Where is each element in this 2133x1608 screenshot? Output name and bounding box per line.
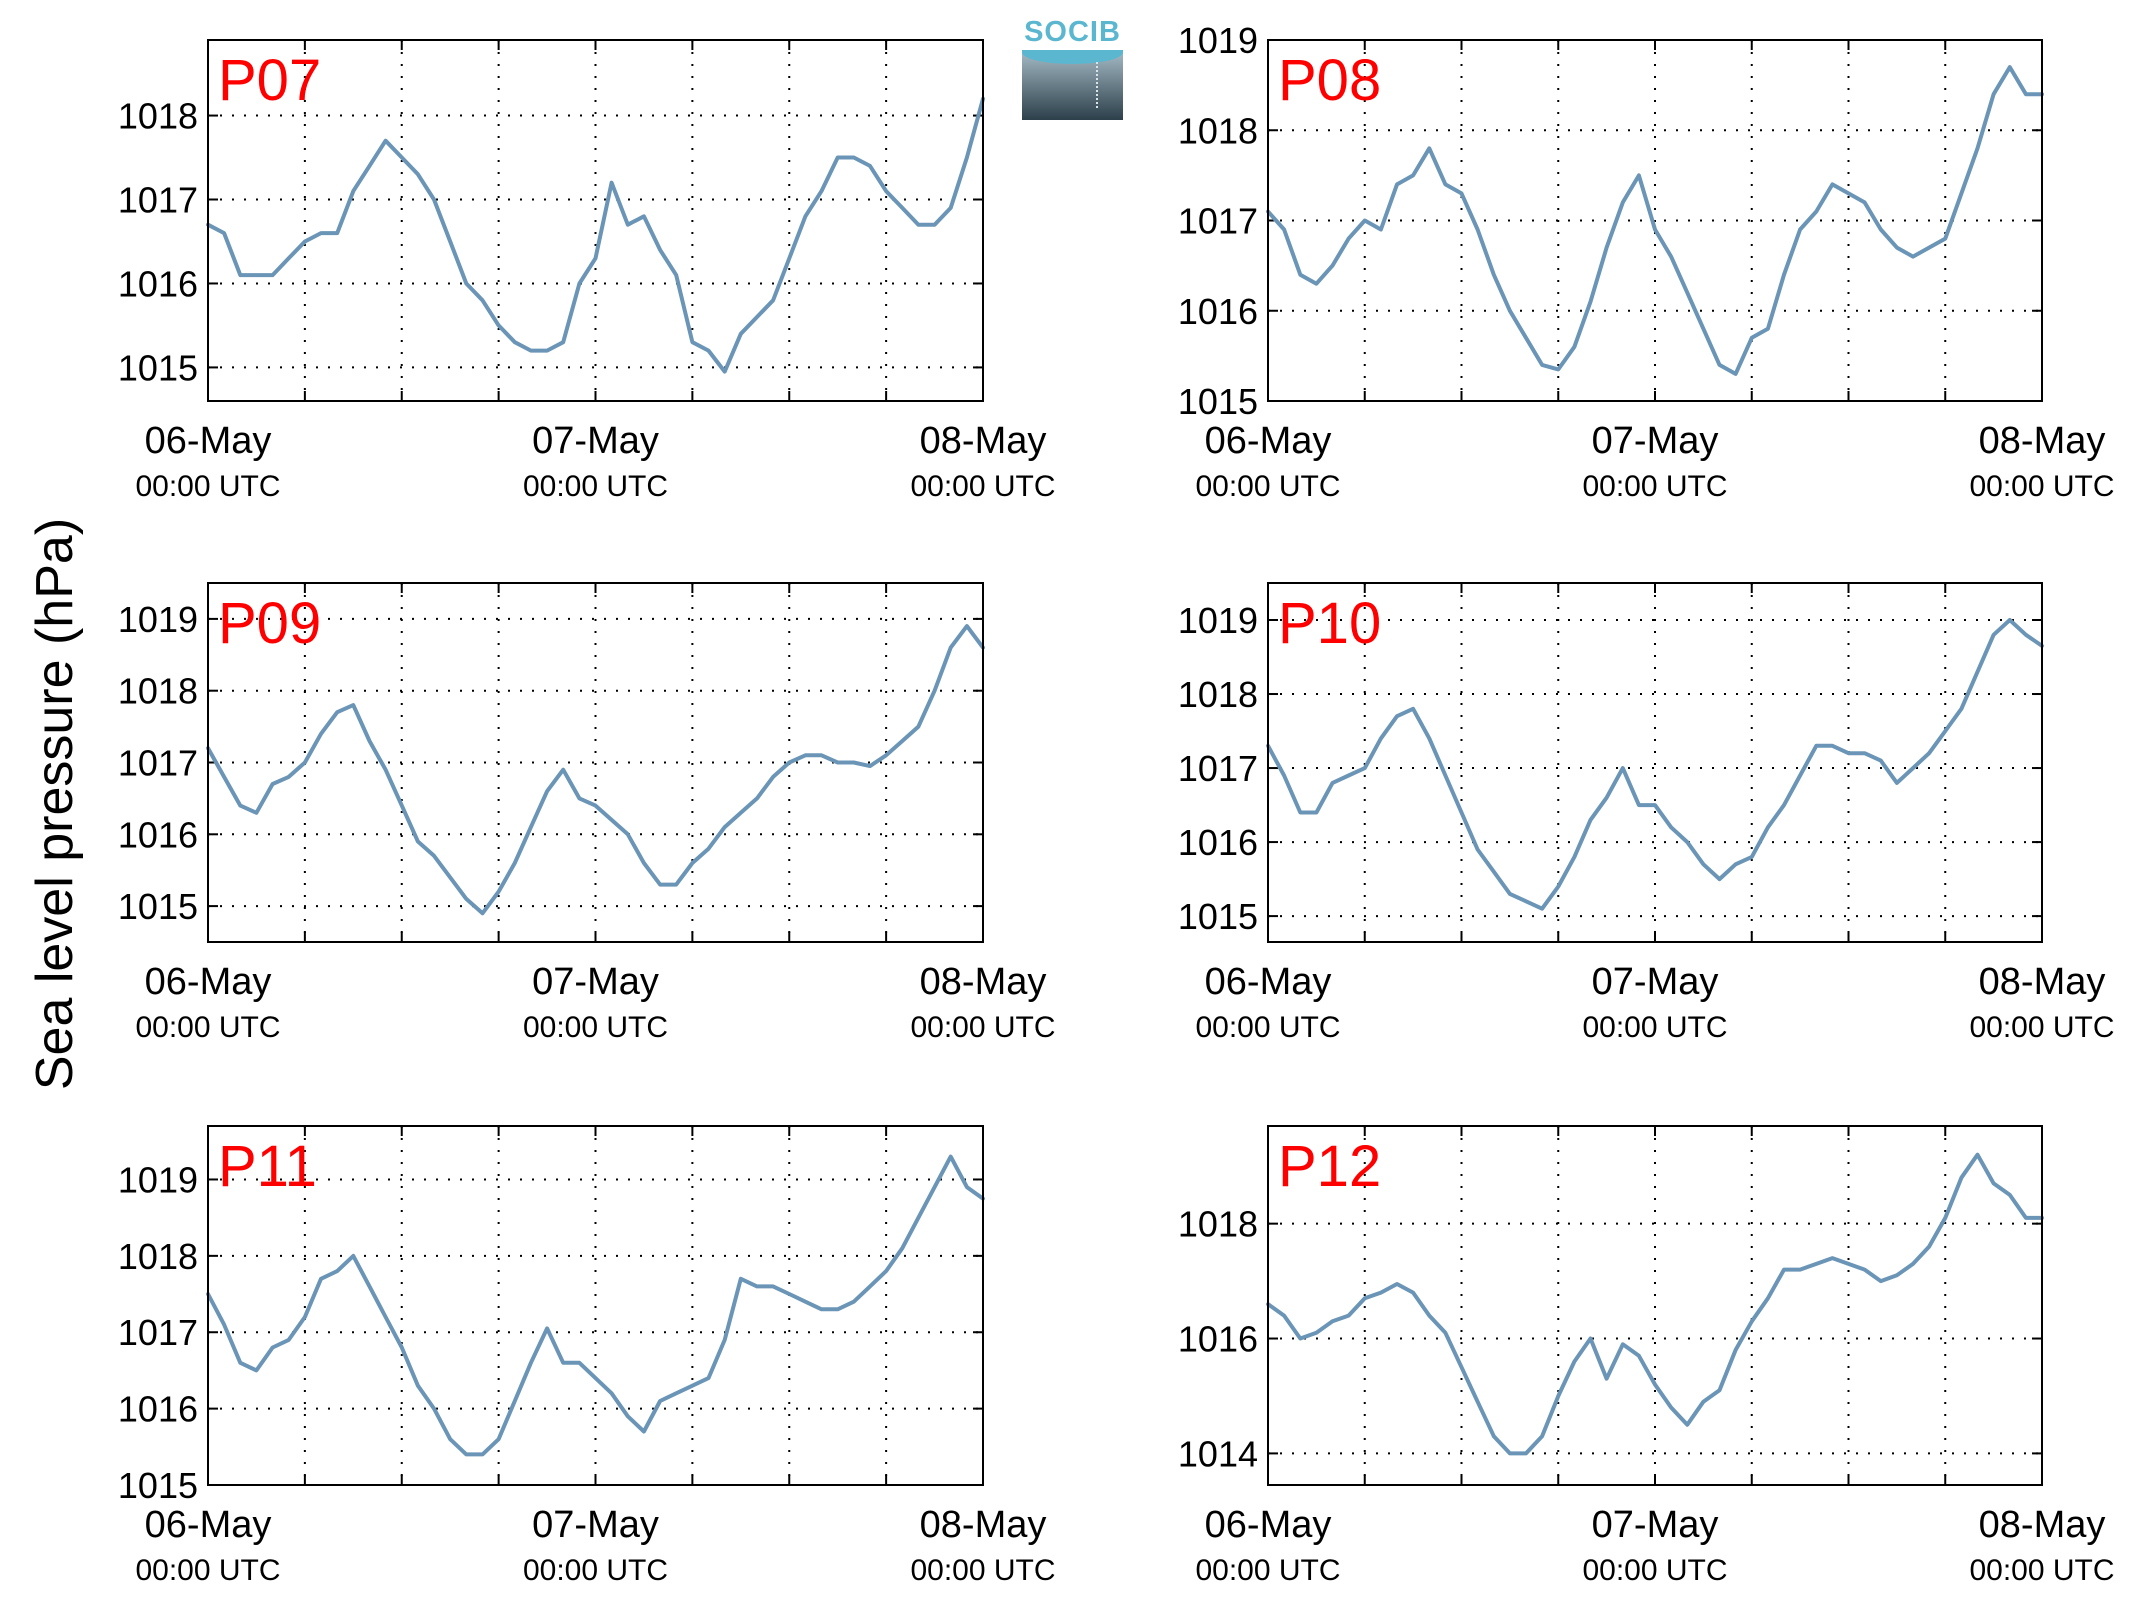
panel-p08: 1015 1016 1017 1018 1019 06-May 00:00 UTC 07-Ma… xyxy=(1178,20,2115,503)
x-tick-label-time: 00:00 UTC xyxy=(1195,470,1340,503)
panel-p09: 1015 1016 1017 1018 1019 06-May 00:00 UTC 07-Ma… xyxy=(118,582,1056,1044)
panel-p10: 1015 1016 1017 1018 1019 06-May 00:00 UTC 07-Ma… xyxy=(1178,582,2115,1044)
x-tick-label-time: 00:00 UTC xyxy=(135,470,280,503)
x-tick-label-date: 06-May xyxy=(1205,961,1332,1003)
x-tick-label-time: 00:00 UTC xyxy=(1969,1011,2114,1044)
series-line xyxy=(206,624,985,916)
axes-frame xyxy=(1267,1125,2043,1486)
x-tick-label-time: 00:00 UTC xyxy=(1195,1554,1340,1587)
y-tick-label: 1019 xyxy=(118,1159,198,1200)
x-tick-label-time: 00:00 UTC xyxy=(1195,1011,1340,1044)
y-tick-label: 1018 xyxy=(1178,110,1258,151)
panel-label: P10 xyxy=(1278,591,1381,656)
y-tick-label: 1018 xyxy=(1178,674,1258,715)
y-tick-label: 1015 xyxy=(1178,381,1258,422)
panel-label: P08 xyxy=(1278,48,1381,113)
axes-frame xyxy=(1267,582,2043,943)
y-axis-label-text: Sea level pressure (hPa) xyxy=(26,517,84,1091)
y-tick-label: 1014 xyxy=(1178,1433,1258,1474)
y-tick-label: 1016 xyxy=(1178,822,1258,863)
series-line xyxy=(1266,1152,2044,1456)
y-tick-label: 1018 xyxy=(118,671,198,712)
x-tick-label-date: 08-May xyxy=(920,1504,1047,1546)
x-tick-label-date: 08-May xyxy=(1979,420,2106,462)
x-tick-label-date: 08-May xyxy=(920,420,1047,462)
axes-frame xyxy=(207,582,984,943)
x-tick-label-date: 06-May xyxy=(145,961,272,1003)
y-tick-label: 1016 xyxy=(118,263,198,304)
y-tick-label: 1016 xyxy=(1178,291,1258,332)
y-tick-label: 1016 xyxy=(118,1389,198,1430)
x-tick-label-date: 07-May xyxy=(1592,420,1719,462)
panel-p11: 1015 1016 1017 1018 1019 06-May 00:00 UTC 07-Ma… xyxy=(118,1125,1056,1587)
x-tick-label-time: 00:00 UTC xyxy=(523,1011,668,1044)
y-tick-label: 1017 xyxy=(1178,748,1258,789)
x-tick-label-time: 00:00 UTC xyxy=(910,1011,1055,1044)
x-tick-label-date: 06-May xyxy=(145,420,272,462)
y-tick-label: 1017 xyxy=(118,1312,198,1353)
series-line xyxy=(206,96,985,374)
x-tick-label-date: 08-May xyxy=(1979,961,2106,1003)
y-tick-label: 1017 xyxy=(1178,201,1258,242)
socib-logo: SOCIB xyxy=(1022,16,1123,120)
y-tick-label: 1015 xyxy=(118,1465,198,1506)
y-tick-label: 1015 xyxy=(118,347,198,388)
y-tick-label: 1017 xyxy=(118,180,198,221)
y-tick-label: 1016 xyxy=(1178,1319,1258,1360)
panel-p12: 1014 1016 1018 06-May 00:00 UTC 07-May 00:00 U… xyxy=(1178,1125,2115,1587)
series-line xyxy=(206,1154,985,1457)
x-tick-label-time: 00:00 UTC xyxy=(1969,1554,2114,1587)
y-tick-label: 1018 xyxy=(118,1236,198,1277)
x-tick-label-time: 00:00 UTC xyxy=(523,1554,668,1587)
axes-frame xyxy=(207,1125,984,1486)
x-tick-label-time: 00:00 UTC xyxy=(135,1554,280,1587)
panel-label: P12 xyxy=(1278,1134,1381,1199)
x-tick-label-date: 06-May xyxy=(1205,420,1332,462)
y-tick-label: 1015 xyxy=(1178,896,1258,937)
panel-label: P11 xyxy=(218,1134,317,1199)
logo-wave-icon xyxy=(1022,50,1123,120)
panel-p07: 1015 1016 1017 1018 06-May 00:00 UTC 07-May 00:… xyxy=(118,39,1056,503)
axes-frame xyxy=(207,39,984,402)
logo-text: SOCIB xyxy=(1024,16,1121,48)
shared-y-axis-label: Sea level pressure (hPa) xyxy=(10,0,100,1608)
x-tick-label-time: 00:00 UTC xyxy=(910,1554,1055,1587)
x-tick-label-time: 00:00 UTC xyxy=(523,470,668,503)
series-line xyxy=(1266,65,2044,376)
panel-label: P07 xyxy=(218,48,321,113)
x-tick-label-date: 07-May xyxy=(532,1504,659,1546)
y-tick-label: 1019 xyxy=(1178,600,1258,641)
x-tick-label-date: 08-May xyxy=(920,961,1047,1003)
x-tick-label-date: 07-May xyxy=(532,420,659,462)
y-tick-label: 1018 xyxy=(118,96,198,137)
y-tick-label: 1017 xyxy=(118,743,198,784)
y-tick-label: 1019 xyxy=(1178,20,1258,61)
x-tick-label-time: 00:00 UTC xyxy=(1969,470,2114,503)
y-tick-label: 1019 xyxy=(118,599,198,640)
series-line xyxy=(1266,618,2044,911)
x-tick-label-time: 00:00 UTC xyxy=(910,470,1055,503)
y-tick-label: 1018 xyxy=(1178,1204,1258,1245)
x-tick-label-time: 00:00 UTC xyxy=(135,1011,280,1044)
y-tick-label: 1015 xyxy=(118,886,198,927)
panel-label: P09 xyxy=(218,591,321,656)
x-tick-label-date: 07-May xyxy=(1592,1504,1719,1546)
x-tick-label-time: 00:00 UTC xyxy=(1582,1011,1727,1044)
x-tick-label-date: 07-May xyxy=(532,961,659,1003)
x-tick-label-time: 00:00 UTC xyxy=(1582,1554,1727,1587)
x-tick-label-date: 07-May xyxy=(1592,961,1719,1003)
x-tick-label-date: 06-May xyxy=(1205,1504,1332,1546)
x-tick-label-date: 06-May xyxy=(145,1504,272,1546)
x-tick-label-date: 08-May xyxy=(1979,1504,2106,1546)
y-tick-label: 1016 xyxy=(118,814,198,855)
x-tick-label-time: 00:00 UTC xyxy=(1582,470,1727,503)
axes-frame xyxy=(1267,39,2043,402)
